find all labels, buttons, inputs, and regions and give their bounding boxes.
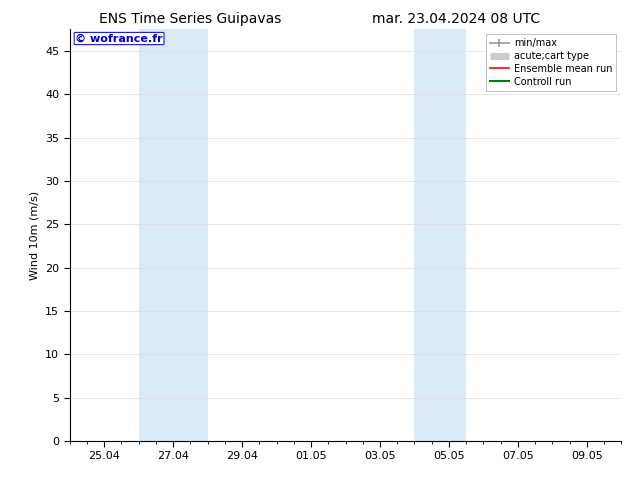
- Text: ENS Time Series Guipavas: ENS Time Series Guipavas: [99, 12, 281, 26]
- Bar: [139, 29, 207, 441]
- Legend: min/max, acute;cart type, Ensemble mean run, Controll run: min/max, acute;cart type, Ensemble mean …: [486, 34, 616, 91]
- Text: © wofrance.fr: © wofrance.fr: [75, 33, 163, 44]
- Text: mar. 23.04.2024 08 UTC: mar. 23.04.2024 08 UTC: [372, 12, 541, 26]
- Y-axis label: Wind 10m (m/s): Wind 10m (m/s): [30, 191, 40, 280]
- Bar: [415, 29, 466, 441]
